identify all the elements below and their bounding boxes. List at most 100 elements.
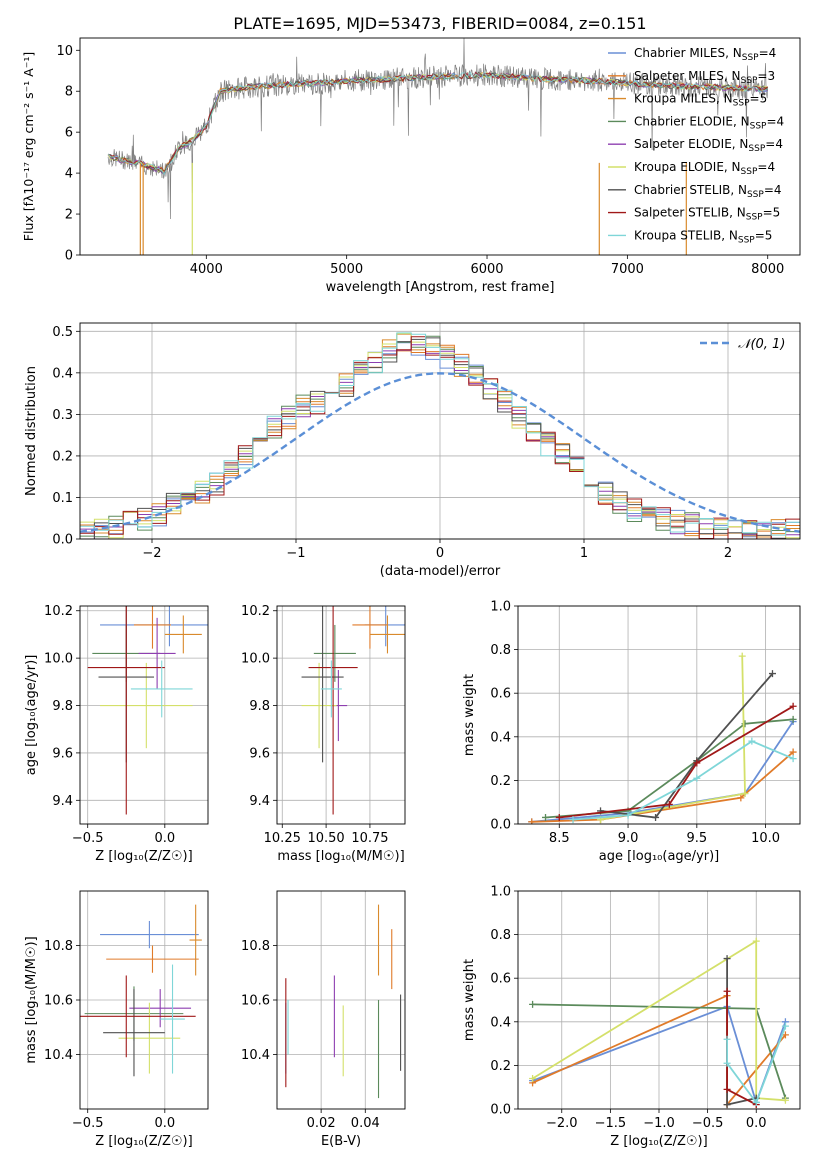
x-tick-label: −0.5 <box>72 1116 104 1131</box>
legend-entry-name: Chabrier MILES, N <box>634 46 742 60</box>
y-tick-label: 6 <box>65 126 73 141</box>
series-point-marker <box>723 1085 731 1093</box>
y-axis-label: Normed distribution <box>24 366 39 496</box>
x-tick-label: 0 <box>436 546 444 561</box>
series-point-marker <box>789 702 797 710</box>
series-point-marker <box>781 948 789 956</box>
y-tick-label: 0.5 <box>52 325 73 340</box>
legend-entry: Kroupa STELIB, NSSP=5 <box>634 228 772 245</box>
mass-vs-EBV-panel: 0.02 0.04 10.4 10.6 10.8 E(B-V) <box>241 891 405 1149</box>
series-area <box>528 652 797 824</box>
age-vs-Z-panel: −0.5 0.0 9.4 9.6 9.8 10.0 10.2 Z [log₁₀(Z/Z☉)] a… <box>24 604 208 864</box>
series-point-marker <box>723 1101 731 1109</box>
legend-entry-value: =5 <box>755 228 773 242</box>
legend-entry-subscript: SSP <box>738 235 755 245</box>
legend-entry-subscript: SSP <box>750 121 767 131</box>
series-point-marker <box>723 955 731 963</box>
y-axis-label: mass weight <box>462 959 477 1041</box>
y-tick-label: 10 <box>56 44 73 59</box>
x-tick-label: 7000 <box>611 262 644 277</box>
x-tick-label: −1 <box>286 546 305 561</box>
series-point-marker <box>741 789 749 797</box>
x-tick-label: 6000 <box>470 262 503 277</box>
y-tick-label: 10.8 <box>241 939 270 954</box>
mass-vs-Z-panel: −0.5 0.0 10.4 10.6 10.8 Z [log₁₀(Z/Z☉)] mass [… <box>24 891 208 1149</box>
series-point-marker <box>781 1031 789 1039</box>
legend-entry-subscript: SSP <box>742 53 759 63</box>
x-tick-label: 10.75 <box>351 831 388 846</box>
errorbar-area <box>80 904 202 1077</box>
legend-entry: Chabrier STELIB, NSSP=4 <box>634 183 782 200</box>
legend-entry-value: =4 <box>766 114 784 128</box>
series-point-marker <box>789 715 797 723</box>
series-point-marker <box>781 1096 789 1104</box>
series-point-marker <box>665 800 673 808</box>
x-tick-label: 0.04 <box>351 1116 380 1131</box>
series-line <box>587 667 793 818</box>
series-line <box>531 751 794 823</box>
x-tick-label: −1.5 <box>595 1116 627 1131</box>
legend-entry: Kroupa MILES, NSSP=5 <box>634 92 767 109</box>
figure-title: PLATE=1695, MJD=53473, FIBERID=0084, z=0… <box>233 14 646 33</box>
y-tick-label: 0.8 <box>490 928 511 943</box>
x-axis-label: (data-model)/error <box>380 564 501 579</box>
series-point-marker <box>542 813 550 821</box>
x-tick-label: 10.25 <box>264 831 301 846</box>
x-tick-label: 9.5 <box>686 831 707 846</box>
axes-frame <box>517 605 801 825</box>
legend-entry: Kroupa ELODIE, NSSP=4 <box>634 160 775 177</box>
axes-frame <box>276 605 406 825</box>
histogram-step-line <box>80 337 800 539</box>
errorbar-area <box>285 904 402 1099</box>
y-tick-label: 9.6 <box>249 746 270 761</box>
y-tick-label: 0.2 <box>52 449 73 464</box>
x-tick-label: 0.0 <box>154 831 175 846</box>
legend-entry-name: Salpeter ELODIE, N <box>634 137 748 151</box>
legend-entry-name: Chabrier STELIB, N <box>634 183 747 197</box>
legend-entry-name: Salpeter MILES, N <box>634 69 741 83</box>
histogram-area <box>80 332 800 539</box>
spectrum-panel: 4000 5000 6000 7000 8000 0 2 4 6 8 10 wavelength [A… <box>21 38 784 295</box>
series-point-marker <box>624 811 632 819</box>
y-tick-label: 10.6 <box>241 994 270 1009</box>
legend-entry: Salpeter MILES, NSSP=3 <box>634 69 775 86</box>
y-tick-label: 0.1 <box>52 491 73 506</box>
legend-entry-name: Chabrier ELODIE, N <box>634 114 750 128</box>
series-point-marker <box>752 1098 760 1106</box>
axes-frame <box>79 890 209 1110</box>
series-point-marker <box>529 1000 537 1008</box>
y-tick-label: 9.8 <box>52 699 73 714</box>
series-point-marker <box>652 813 660 821</box>
y-tick-label: 0.6 <box>490 972 511 987</box>
x-axis-label: age [log₁₀(age/yr)] <box>599 849 720 864</box>
x-tick-label: −2 <box>142 546 161 561</box>
y-tick-label: 1.0 <box>490 600 511 615</box>
series-point-marker <box>555 813 563 821</box>
x-tick-label: 10.50 <box>307 831 344 846</box>
y-tick-label: 10.6 <box>44 994 73 1009</box>
series-point-marker <box>768 670 776 678</box>
y-axis-label: mass weight <box>462 674 477 756</box>
series-point-marker <box>738 652 746 660</box>
x-axis-label: wavelength [Angstrom, rest frame] <box>326 280 555 295</box>
y-tick-label: 0.8 <box>490 643 511 658</box>
legend-entry-name: Salpeter STELIB, N <box>634 206 746 220</box>
histogram-step-line <box>80 332 800 539</box>
axes-frame <box>517 890 801 1110</box>
legend-entry-subscript: SSP <box>741 167 758 177</box>
x-tick-label: 8000 <box>751 262 784 277</box>
x-axis-label: E(B-V) <box>321 1134 361 1149</box>
series-line <box>726 1025 787 1105</box>
series-point-marker <box>789 748 797 756</box>
y-tick-label: 9.4 <box>249 794 270 809</box>
y-tick-label: 9.6 <box>52 746 73 761</box>
axes-frame <box>79 605 209 825</box>
series-point-marker <box>723 987 731 995</box>
model-spectrum-line <box>107 71 768 175</box>
series-point-marker <box>693 759 701 767</box>
axes-frame <box>276 890 406 1110</box>
x-tick-label: 0.02 <box>307 1116 336 1131</box>
y-tick-label: 10.0 <box>241 652 270 667</box>
